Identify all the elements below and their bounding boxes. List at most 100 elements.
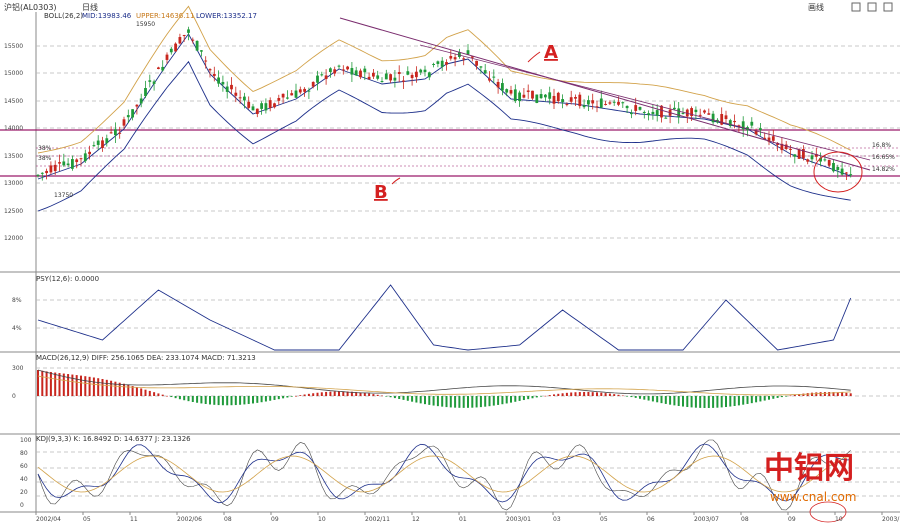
macd-histogram-bar [720, 396, 723, 408]
macd-histogram-bar [217, 396, 220, 406]
candle-body [453, 57, 457, 60]
macd-histogram-bar [690, 396, 693, 408]
candle-body [621, 102, 625, 104]
macd-histogram-bar [350, 391, 353, 396]
macd-histogram-bar [144, 389, 147, 396]
control-icon-3[interactable] [883, 2, 893, 12]
kdj-label: KDJ(9,3,3) K: 16.8492 D: 14.6377 J: 23.1… [36, 435, 191, 443]
date-tick-label: 03 [553, 516, 561, 523]
macd-histogram-bar [333, 391, 336, 396]
macd-histogram-bar [647, 396, 650, 401]
candle-body [83, 153, 87, 162]
candle-body [139, 98, 143, 104]
candle-body [707, 113, 711, 115]
macd-histogram-bar [505, 396, 508, 404]
macd-histogram-bar [819, 392, 822, 396]
label-a: A [544, 42, 558, 63]
arrow-a [527, 51, 541, 63]
chart-title: 沪铝(AL0303) [4, 2, 57, 12]
candle-body [415, 71, 418, 78]
macd-histogram-bar [656, 396, 659, 403]
watermark-brand: 中铝网 [764, 451, 854, 486]
candle-body [268, 100, 272, 108]
macd-histogram-bar [811, 392, 813, 396]
watermark-url: www.cnal.com [770, 490, 857, 504]
macd-histogram-bar [415, 396, 418, 403]
control-icon-1[interactable] [851, 2, 861, 12]
macd-histogram-bar [252, 396, 254, 404]
macd-histogram-bar [651, 396, 654, 402]
macd-histogram-bar [686, 396, 689, 408]
candle-body [303, 88, 306, 92]
price-tick-label: 12000 [4, 235, 23, 242]
macd-histogram-bar [587, 392, 590, 396]
date-tick-label: 12 [412, 516, 420, 523]
macd-histogram-bar [776, 396, 779, 398]
candle-body [96, 140, 100, 145]
candle-body [114, 129, 117, 136]
macd-histogram-bar [531, 396, 534, 399]
macd-histogram-bar [368, 393, 371, 396]
right-controls[interactable]: 画线 [808, 2, 824, 12]
macd-histogram-bar [196, 396, 199, 403]
candle-body [329, 68, 332, 73]
candle-body [531, 90, 534, 99]
macd-histogram-bar [316, 392, 319, 396]
candle-body [604, 103, 607, 105]
macd-histogram-bar [174, 396, 177, 399]
candle-body [234, 92, 238, 96]
macd-histogram-bar [462, 396, 465, 408]
candle-body [324, 75, 328, 80]
macd-histogram-bar [793, 394, 796, 396]
candle-body [771, 136, 775, 141]
macd-histogram-bar [127, 384, 130, 396]
boll-upper-label: UPPER:14636.11 [136, 12, 194, 20]
candle-body [595, 106, 599, 108]
candle-body [191, 39, 195, 41]
date-tick-label: 11 [130, 516, 138, 523]
macd-histogram-bar [183, 396, 186, 401]
candle-body [174, 43, 177, 52]
candle-body [286, 97, 289, 99]
macd-histogram-bar [733, 396, 736, 407]
macd-histogram-bar [97, 378, 100, 396]
macd-histogram-bar [243, 396, 246, 405]
candle-body [832, 162, 835, 172]
macd-histogram-bar [307, 393, 310, 396]
macd-histogram-bar [772, 396, 775, 399]
candle-body [311, 81, 315, 87]
macd-histogram-bar [389, 396, 392, 398]
candle-body [393, 77, 397, 81]
macd-histogram-bar [759, 396, 762, 402]
candle-body [793, 154, 797, 157]
macd-histogram-bar [591, 392, 594, 396]
kdj-tick-label: 60 [20, 463, 28, 470]
control-icon-2[interactable] [867, 2, 877, 12]
candle-body [238, 97, 242, 99]
date-tick-label: 09 [271, 516, 279, 523]
macd-histogram-bar [62, 373, 65, 396]
low-price-label: 13750 [54, 192, 73, 199]
candle-body [784, 144, 788, 149]
macd-histogram-bar [325, 391, 328, 396]
candle-body [406, 71, 410, 75]
date-tick-label: 09 [788, 516, 796, 523]
candle-body [698, 114, 702, 116]
candle-body [165, 54, 169, 60]
macd-histogram-bar [441, 396, 444, 407]
candle-body [501, 83, 504, 91]
candle-body [647, 113, 650, 116]
candle-body [561, 99, 564, 103]
macd-histogram-bar [153, 392, 156, 396]
macd-histogram-bar [755, 396, 758, 403]
candle-body [195, 40, 199, 51]
candle-body [144, 88, 147, 97]
candle-body [363, 68, 367, 73]
macd-histogram-bar [37, 370, 39, 396]
candle-body [75, 159, 79, 163]
price-tick-label: 15000 [4, 70, 23, 77]
macd-histogram-bar [123, 383, 125, 396]
candle-body [372, 72, 375, 77]
candle-body [225, 86, 229, 92]
macd-histogram-bar [363, 392, 366, 396]
